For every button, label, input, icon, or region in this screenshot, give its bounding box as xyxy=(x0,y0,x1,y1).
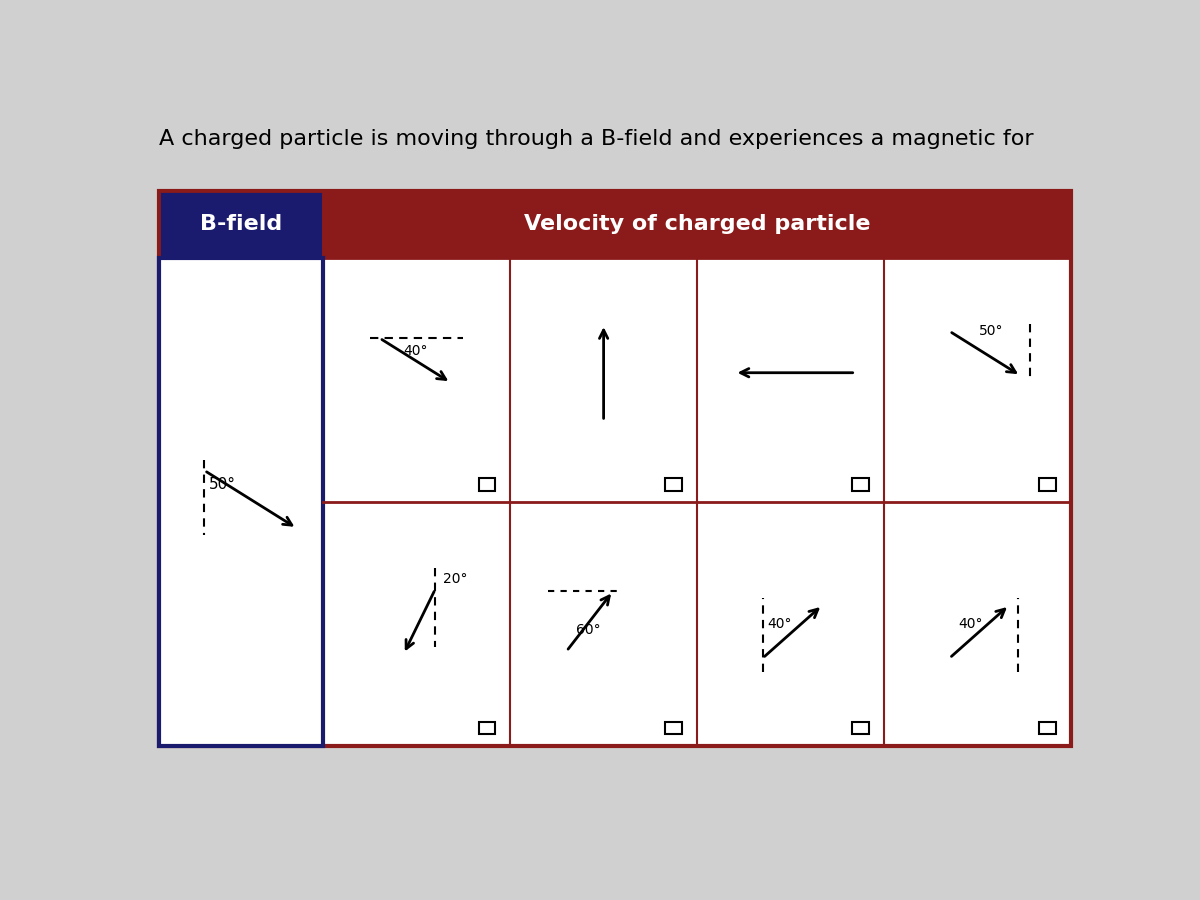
Bar xyxy=(323,191,1070,257)
Bar xyxy=(1039,478,1056,491)
Bar xyxy=(160,191,1070,745)
Bar xyxy=(160,191,323,257)
Bar xyxy=(160,257,323,745)
Bar xyxy=(852,478,869,491)
Text: 40°: 40° xyxy=(403,344,427,357)
Text: 40°: 40° xyxy=(767,616,792,631)
Text: 50°: 50° xyxy=(979,324,1003,338)
Text: 50°: 50° xyxy=(209,477,236,492)
Text: A charged particle is moving through a B-field and experiences a magnetic for: A charged particle is moving through a B… xyxy=(160,129,1034,148)
Bar xyxy=(1039,722,1056,734)
Bar xyxy=(666,722,682,734)
Text: 20°: 20° xyxy=(443,572,467,586)
Bar xyxy=(852,722,869,734)
Text: B-field: B-field xyxy=(200,214,282,234)
Text: Velocity of charged particle: Velocity of charged particle xyxy=(523,214,870,234)
Bar xyxy=(479,478,496,491)
Bar xyxy=(479,722,496,734)
Text: 60°: 60° xyxy=(576,624,600,637)
Text: 40°: 40° xyxy=(958,616,983,631)
Bar xyxy=(666,478,682,491)
